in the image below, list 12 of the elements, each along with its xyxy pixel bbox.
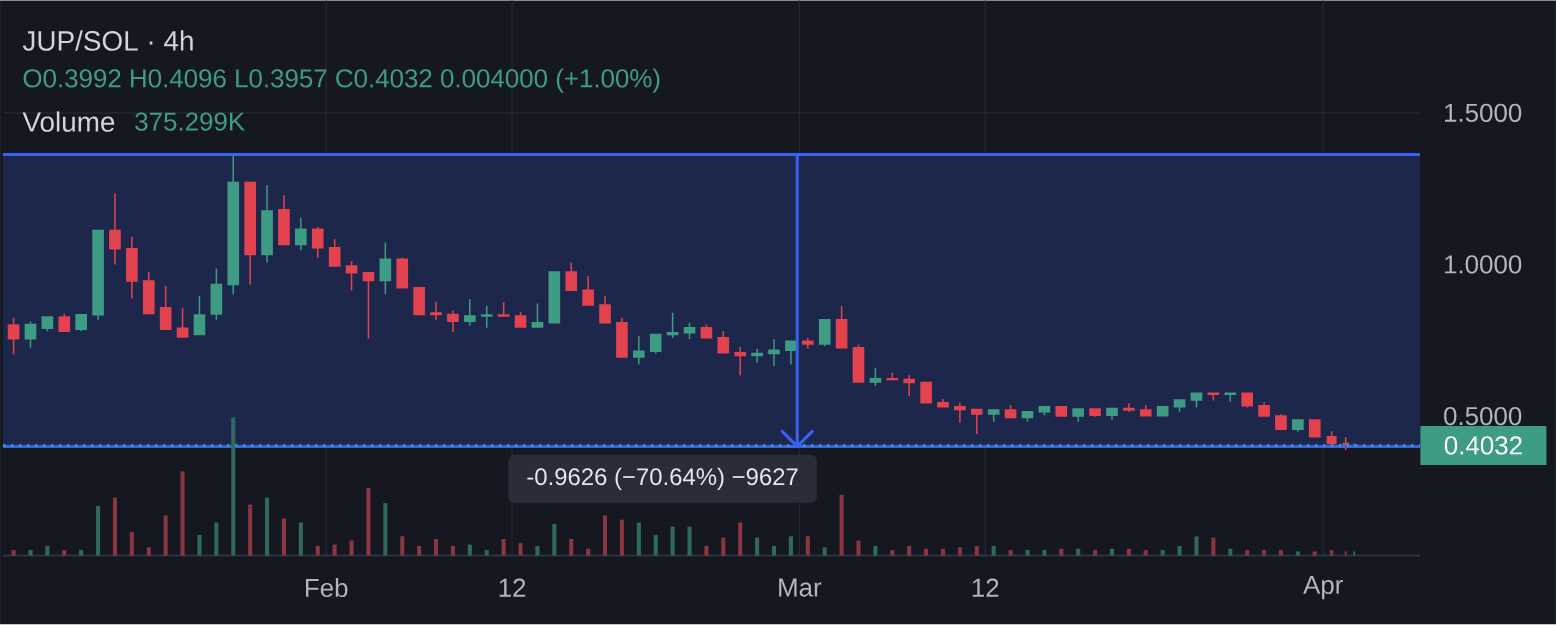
x-tick-label: 12 [499, 578, 526, 597]
x-tick-label: Feb [306, 578, 348, 598]
x-tick-label: Apr [1303, 576, 1343, 600]
x-tick-label: Mar [779, 578, 822, 597]
y-tick-label: 0.5000 [1444, 407, 1522, 426]
x-tick-label: 12 [972, 578, 999, 597]
y-tick-label: 1.0000 [1445, 255, 1522, 274]
y-tick-label: 1.5000 [1445, 103, 1522, 123]
annotation: -0.9626 (−70.64%) −9627 [527, 467, 798, 491]
ref-line-label: 0.4032 [1444, 436, 1522, 455]
text: O0.3992 H0.4096 L0.3957 C0.4032 0.004000 (+1.00%) [23, 68, 660, 93]
text: JUP/SOL · 4h [22, 30, 193, 52]
